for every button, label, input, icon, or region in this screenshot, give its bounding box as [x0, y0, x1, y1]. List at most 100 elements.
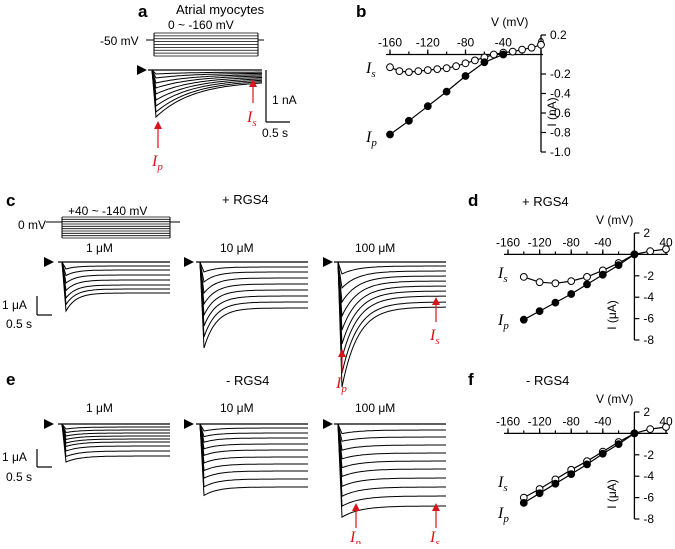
current-trace	[151, 69, 263, 107]
panel-a-voltage-protocol	[146, 32, 264, 57]
data-point-Is	[662, 423, 670, 431]
series-line-Is	[523, 248, 667, 284]
panel-a-steady-label: I	[246, 109, 253, 126]
series-label-steady: Is	[497, 474, 508, 494]
y-tick-label: -0.2	[550, 67, 571, 81]
data-point-Is	[395, 67, 404, 75]
current-trace	[199, 261, 308, 295]
data-point-Is	[489, 50, 498, 59]
x-tick-label: -160	[496, 235, 520, 249]
data-point-Is	[519, 273, 528, 281]
data-point-Is	[535, 278, 544, 287]
current-trace	[151, 69, 263, 119]
current-trace	[199, 261, 308, 349]
panel-c-conc-2: 10 μM	[220, 241, 254, 255]
data-point-Ip	[551, 479, 560, 488]
panel-a-peak-label: I	[151, 153, 158, 170]
data-point-Is	[508, 47, 517, 56]
data-point-Is	[646, 247, 655, 256]
current-trace	[61, 261, 170, 300]
data-point-Ip	[519, 315, 528, 324]
data-point-Is	[527, 43, 536, 52]
data-point-Is	[646, 425, 655, 434]
current-trace	[337, 423, 446, 442]
data-point-Ip	[598, 270, 607, 279]
data-point-Is	[386, 63, 394, 72]
current-trace	[199, 261, 308, 306]
panel-c-traces-100uM	[334, 261, 446, 388]
panel-a-protocol-range: 0 ~ -160 mV	[168, 18, 234, 32]
data-point-Ip	[461, 72, 470, 80]
current-trace	[61, 423, 170, 452]
current-trace	[337, 261, 446, 304]
current-trace	[199, 423, 308, 488]
panel-c-holding-potential: 0 mV	[18, 218, 46, 232]
data-point-Is	[567, 277, 576, 286]
data-point-Ip	[535, 489, 544, 498]
data-point-Ip	[535, 307, 544, 316]
current-trace	[61, 261, 170, 292]
panel-label-b: b	[356, 2, 366, 21]
data-point-Is	[471, 56, 479, 65]
current-trace	[337, 261, 446, 345]
panel-e-conc-3: 100 μM	[355, 401, 395, 415]
data-point-Ip	[480, 58, 489, 67]
y-tick-label: -2	[643, 269, 654, 283]
y-tick-label: -8	[643, 333, 654, 347]
current-trace	[151, 69, 262, 89]
panel-c-steady-marker: Is	[429, 297, 440, 347]
data-point-Is	[551, 279, 560, 288]
panel-e-scale-current-label: 1 μA	[2, 450, 27, 464]
panel-e-steady-marker: Is	[429, 503, 440, 549]
current-trace	[337, 423, 446, 469]
x-tick-label: -40	[594, 235, 612, 249]
y-tick-label: -8	[643, 512, 654, 526]
panel-e-condition: - RGS4	[226, 373, 269, 388]
data-point-Ip	[583, 280, 591, 289]
panel-c-scale-current-label: 1 μA	[2, 298, 27, 312]
current-trace	[151, 69, 262, 75]
panel-e-traces-10uM	[196, 423, 308, 497]
data-point-Ip	[567, 290, 576, 298]
y-tick-label: -2	[643, 448, 654, 462]
data-point-Is	[442, 64, 451, 73]
panel-c-steady-sub: s	[435, 335, 439, 347]
x-tick-label: -160	[496, 414, 520, 428]
data-point-Is	[662, 245, 670, 254]
data-point-Is	[583, 273, 591, 281]
panel-b-iv-chart: -160-120-80-4000.2-0.2-0.4-0.6-0.8-1.0V …	[365, 15, 571, 159]
y-tick-label: -4	[643, 290, 654, 304]
y-tick-label: 2	[643, 405, 650, 419]
data-point-Ip	[614, 261, 623, 270]
panel-e-traces-100uM	[334, 423, 446, 519]
panel-e-steady-sub: s	[435, 537, 439, 544]
series-label-steady: Is	[497, 265, 508, 285]
current-trace	[61, 423, 170, 430]
data-point-Ip	[551, 298, 560, 307]
panel-e-scale-time-label: 0.5 s	[6, 470, 32, 484]
y-axis-label: I (μA)	[605, 479, 619, 509]
current-trace	[337, 261, 446, 388]
panel-c-steady-label: I	[429, 327, 436, 344]
panel-e-conc-2: 10 μM	[220, 401, 254, 415]
panel-c-arrow-3	[323, 257, 333, 267]
panel-a-title: Atrial myocytes	[176, 2, 265, 17]
series-label-peak: Ip	[497, 505, 509, 525]
data-point-Is	[423, 66, 432, 74]
panel-a-scale-current-label: 1 nA	[272, 93, 297, 107]
current-trace	[61, 261, 170, 277]
current-trace	[337, 423, 446, 435]
x-tick-label: -80	[457, 36, 475, 50]
x-tick-label: -120	[528, 414, 552, 428]
x-axis-label: V (mV)	[596, 392, 633, 406]
current-trace	[199, 423, 308, 472]
data-point-Ip	[630, 429, 639, 438]
panel-label-e: e	[6, 370, 15, 389]
svg-text:Ip: Ip	[151, 153, 163, 173]
current-trace	[337, 423, 446, 478]
panel-a-peak-marker: Ip	[151, 121, 163, 173]
series-label-peak: Ip	[497, 312, 509, 332]
panel-a-peak-sub: p	[156, 161, 163, 173]
